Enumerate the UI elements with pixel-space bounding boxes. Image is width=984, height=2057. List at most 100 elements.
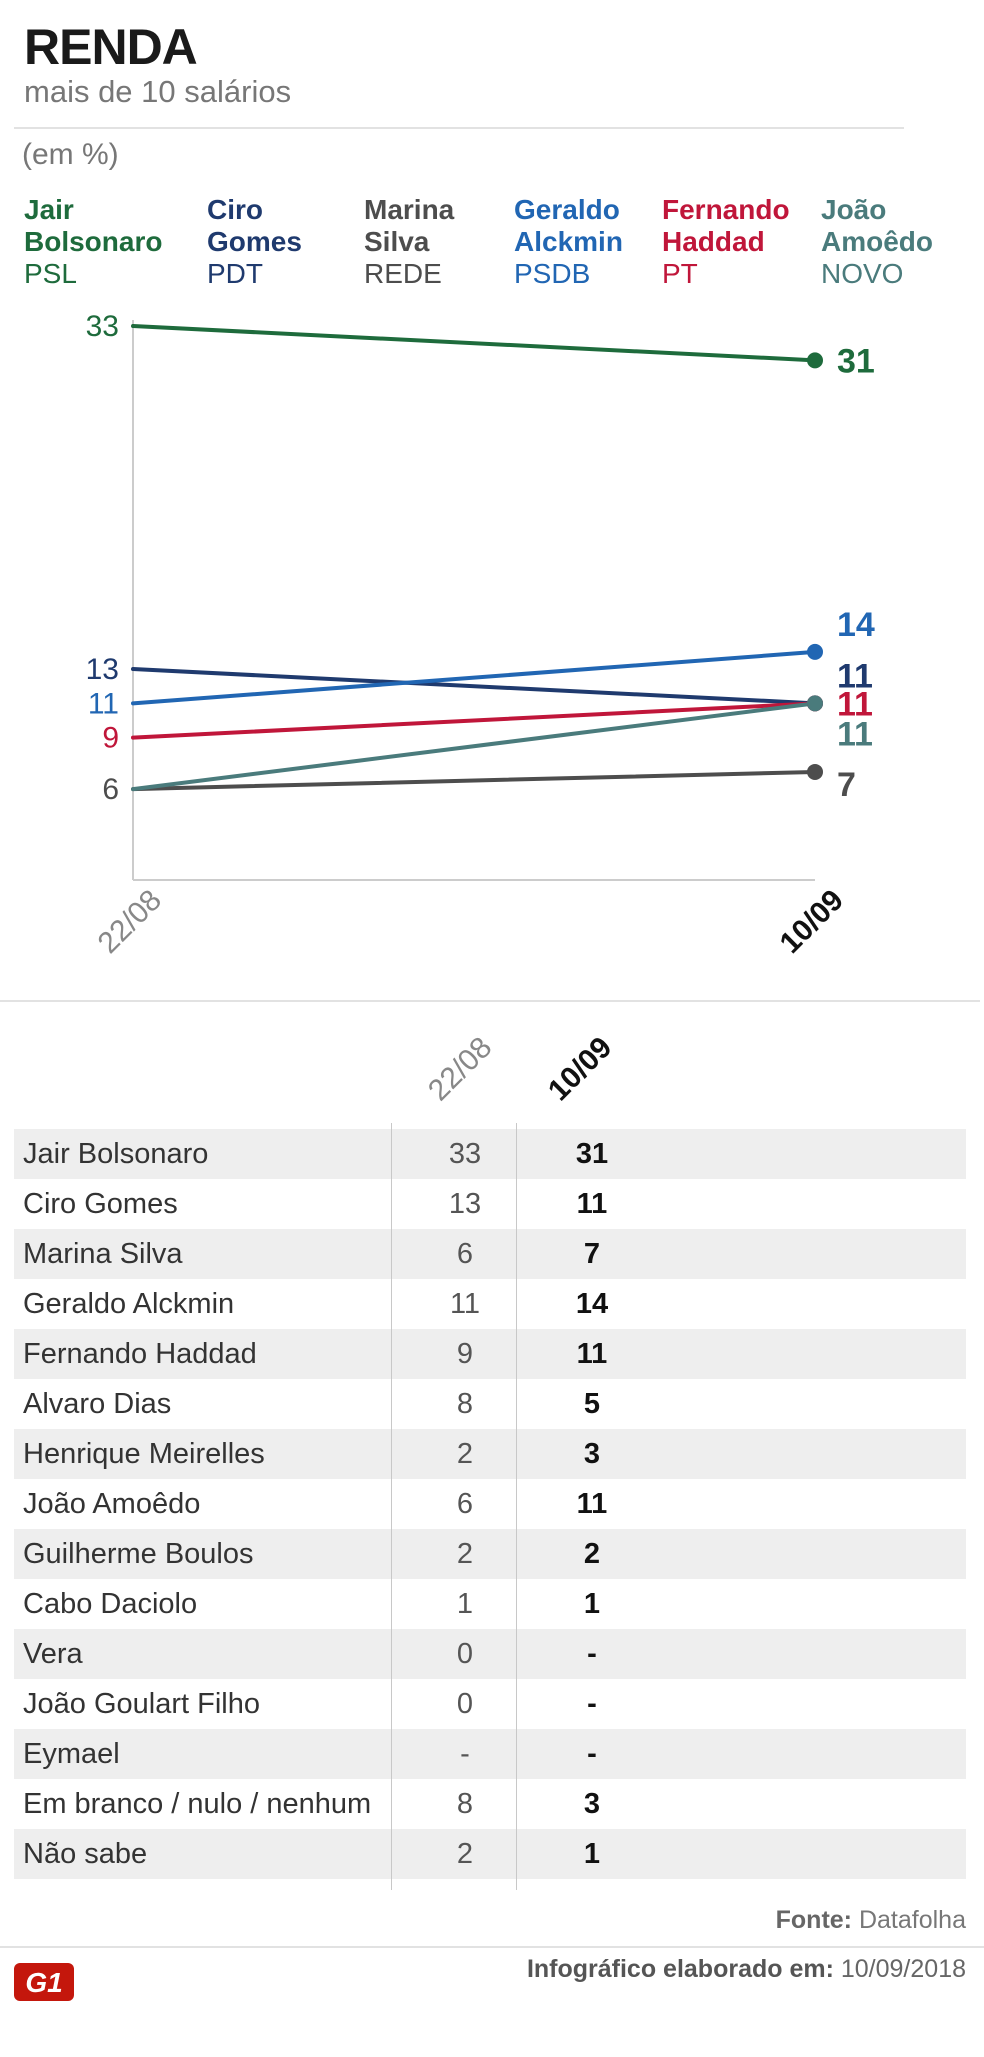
value-10-09: - (587, 1688, 597, 1720)
end-value-label: 14 (837, 606, 875, 644)
end-value-label: 7 (837, 766, 856, 804)
legend-entry: Ciro Gomes PDT (207, 194, 302, 290)
series-line (131, 769, 817, 792)
series-line (131, 649, 817, 706)
value-22-08: 2 (456, 1438, 474, 1470)
candidate-name: Jair Bolsonaro (23, 1138, 209, 1170)
table-row: Fernando Haddad 9 11 (14, 1329, 966, 1379)
x-tick-label: 22/08 (92, 884, 168, 960)
divider (0, 1000, 980, 1002)
value-10-09: 5 (583, 1388, 601, 1420)
candidate-name: João Goulart Filho (23, 1688, 260, 1720)
legend-party: REDE (364, 258, 442, 289)
candidate-name: Cabo Daciolo (23, 1588, 198, 1620)
end-point (807, 352, 823, 369)
legend-candidate-name: João Amoêdo (821, 194, 933, 257)
start-value-label: 9 (102, 722, 119, 755)
source-note: Fonte: Datafolha (776, 1906, 966, 1935)
value-22-08: - (460, 1738, 470, 1770)
value-22-08: 2 (456, 1838, 474, 1870)
results-table: Jair Bolsonaro 33 31 Ciro Gomes 13 11 Marina S… (14, 1129, 966, 1879)
value-22-08: 6 (456, 1488, 474, 1520)
value-22-08: 13 (448, 1188, 482, 1220)
end-value-label: 31 (837, 342, 875, 380)
start-value-label: 11 (88, 687, 119, 720)
divider (0, 1946, 984, 1948)
candidate-name: Em branco / nulo / nenhum (23, 1788, 372, 1820)
source-label: Fonte: (775, 1906, 853, 1934)
legend-candidate-name: Marina Silva (364, 194, 455, 257)
column-divider (391, 1123, 392, 1890)
legend-entry: Fernando Haddad PT (662, 194, 790, 290)
x-tick-label: 10/09 (774, 884, 850, 960)
table-row: Em branco / nulo / nenhum 8 3 (14, 1779, 966, 1829)
legend-candidate-name: Geraldo Alckmin (514, 194, 623, 257)
table-row: João Goulart Filho 0 - (14, 1679, 966, 1729)
candidate-name: Marina Silva (23, 1238, 183, 1270)
value-10-09: 11 (576, 1188, 608, 1220)
table-row: Jair Bolsonaro 33 31 (14, 1129, 966, 1179)
table-row: Guilherme Boulos 2 2 (14, 1529, 966, 1579)
table-row: Alvaro Dias 8 5 (14, 1379, 966, 1429)
series-line (131, 701, 817, 740)
legend-candidate-name: Jair Bolsonaro (24, 194, 163, 257)
value-22-08: 0 (456, 1638, 474, 1670)
legend-party: NOVO (821, 258, 904, 289)
candidate-name: João Amoêdo (23, 1488, 201, 1520)
value-22-08: 8 (456, 1788, 474, 1820)
table-row: Eymael - - (14, 1729, 966, 1779)
g1-logo: G1 (14, 1963, 74, 2001)
table-row: Geraldo Alckmin 11 14 (14, 1279, 966, 1329)
unit-label: (em %) (22, 138, 119, 171)
table-row: João Amoêdo 6 11 (14, 1479, 966, 1529)
legend-party: PSL (24, 258, 77, 289)
legend-candidate-name: Ciro Gomes (207, 194, 302, 257)
candidate-name: Fernando Haddad (23, 1338, 257, 1370)
candidate-name: Não sabe (23, 1838, 148, 1870)
legend-entry: João Amoêdo NOVO (821, 194, 933, 290)
chart-subtitle: mais de 10 salários (24, 74, 292, 109)
start-value-label: 13 (86, 653, 119, 686)
series-line (131, 701, 817, 792)
column-divider (516, 1123, 517, 1890)
candidate-name: Guilherme Boulos (23, 1538, 254, 1570)
series-line (131, 667, 817, 706)
value-22-08: 8 (456, 1388, 474, 1420)
logo-text: G1 (25, 1967, 62, 1998)
value-10-09: 31 (575, 1138, 609, 1170)
table-row: Cabo Daciolo 1 1 (14, 1579, 966, 1629)
legend-candidate-name: Fernando Haddad (662, 194, 790, 257)
series-line (131, 324, 817, 363)
candidate-name: Geraldo Alckmin (23, 1288, 235, 1320)
candidate-name: Vera (23, 1638, 83, 1670)
credit-note: Infográfico elaborado em: 10/09/2018 (527, 1955, 966, 1984)
end-value-label: 11 (837, 685, 873, 723)
legend-party: PSDB (514, 258, 591, 289)
source-value: Datafolha (858, 1906, 966, 1934)
table-row: Não sabe 2 1 (14, 1829, 966, 1879)
value-22-08: 1 (456, 1588, 474, 1620)
end-value-label: 11 (837, 715, 873, 753)
value-10-09: 3 (583, 1438, 601, 1470)
value-10-09: 11 (576, 1338, 608, 1370)
candidate-name: Ciro Gomes (23, 1188, 178, 1220)
candidate-name: Eymael (23, 1738, 120, 1770)
candidate-name: Alvaro Dias (23, 1388, 172, 1420)
value-10-09: 3 (583, 1788, 601, 1820)
value-10-09: - (587, 1738, 597, 1770)
value-10-09: 11 (576, 1488, 608, 1520)
divider (14, 127, 904, 129)
legend-party: PDT (207, 258, 263, 289)
table-row: Henrique Meirelles 2 3 (14, 1429, 966, 1479)
value-22-08: 2 (456, 1538, 474, 1570)
end-value-label: 11 (837, 657, 873, 695)
value-22-08: 0 (456, 1688, 474, 1720)
end-point (807, 643, 823, 660)
table-row: Ciro Gomes 13 11 (14, 1179, 966, 1229)
credit-label: Infográfico elaborado em: (526, 1955, 834, 1983)
legend-entry: Jair Bolsonaro PSL (24, 194, 162, 290)
value-10-09: 14 (575, 1288, 609, 1320)
value-22-08: 11 (449, 1288, 481, 1320)
value-10-09: 2 (583, 1538, 601, 1570)
